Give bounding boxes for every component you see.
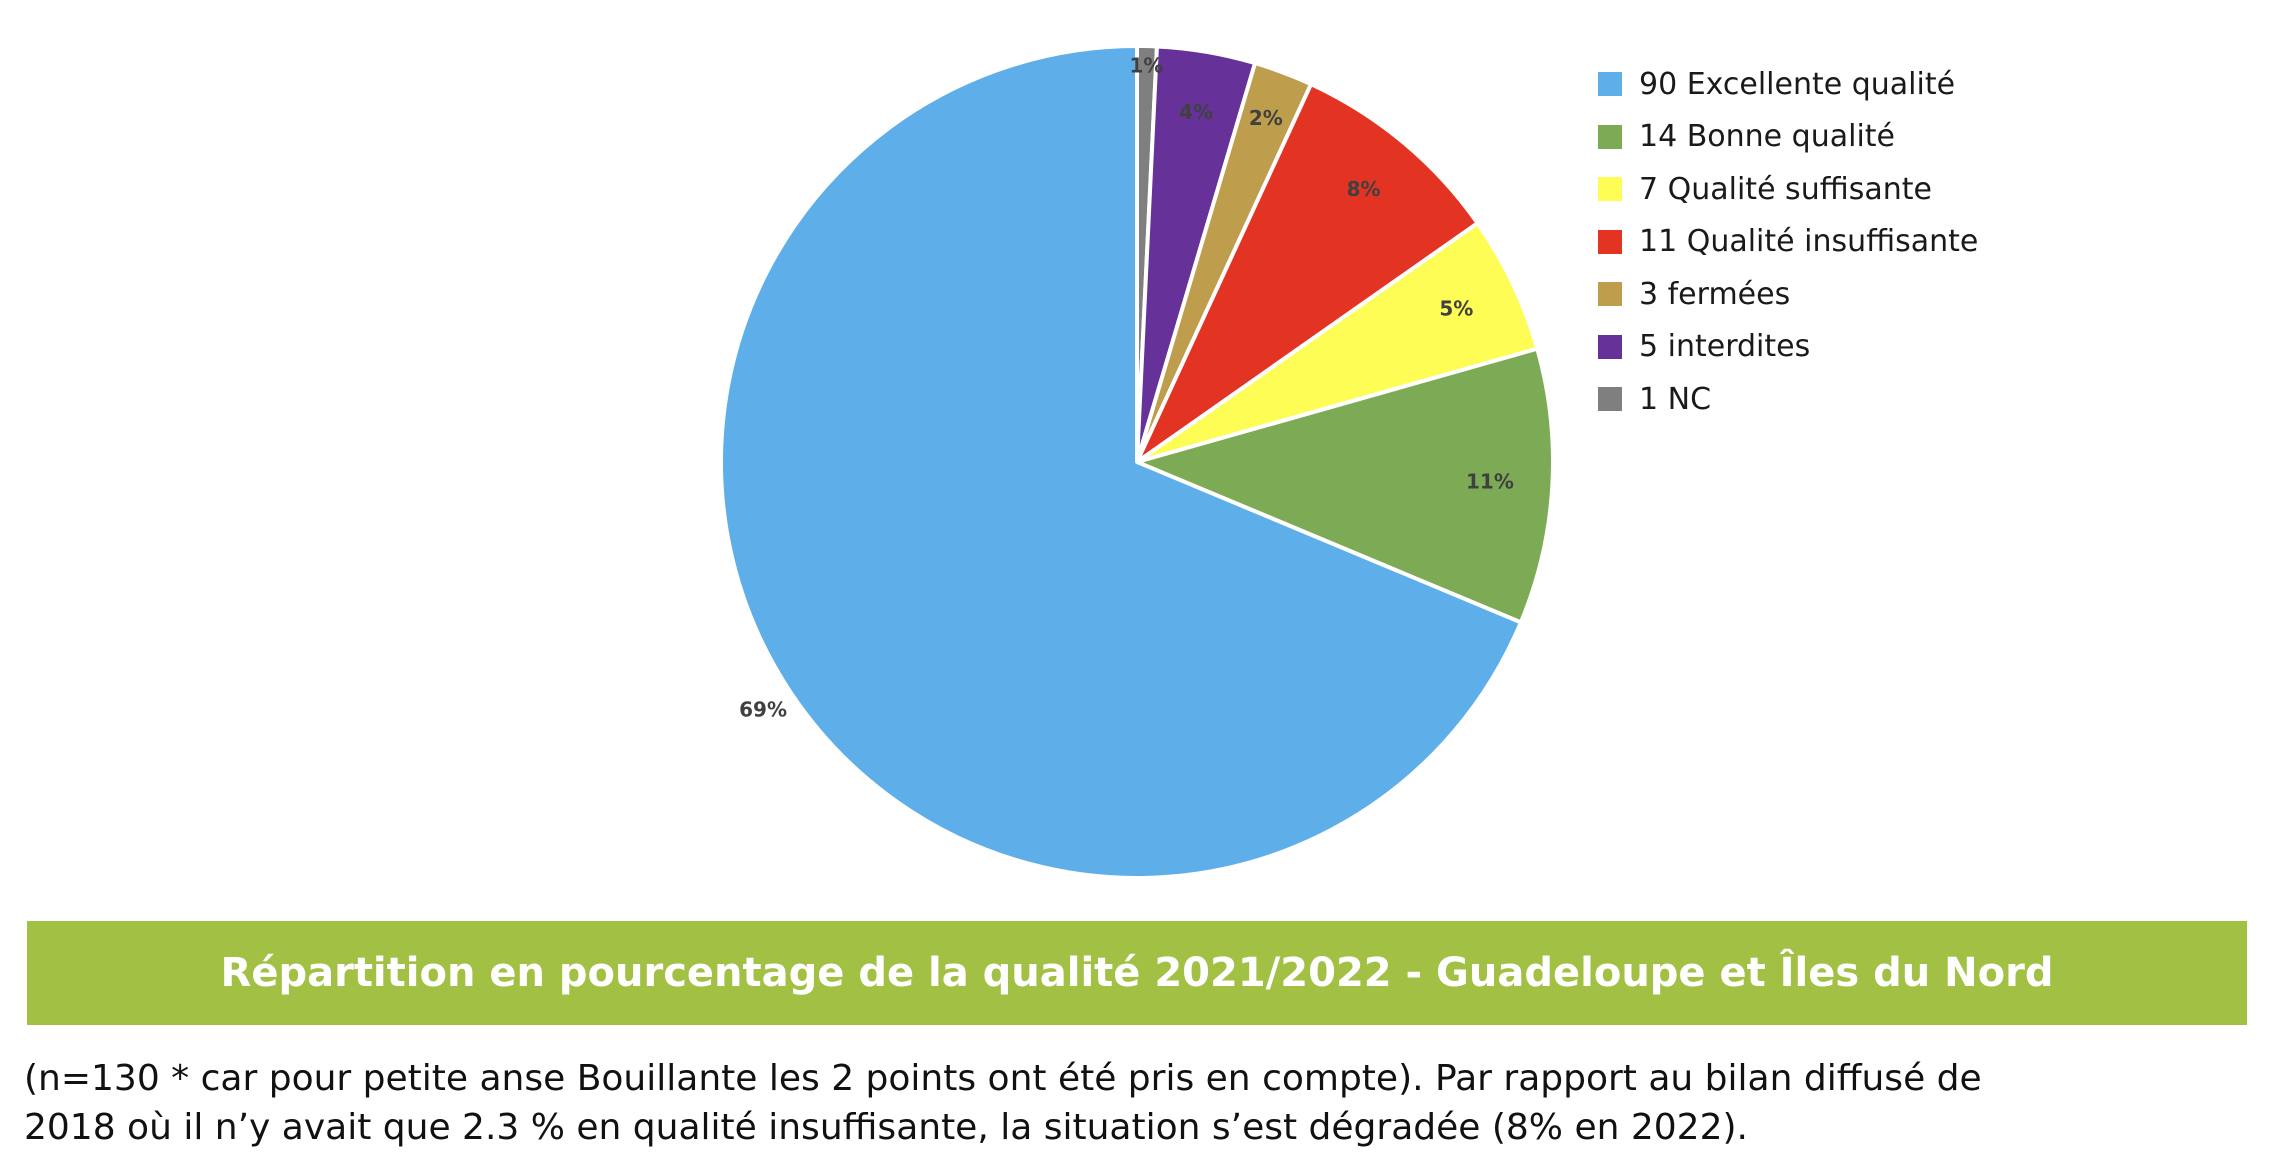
pie-slice-14-bonne-qualite [1135, 346, 1555, 625]
pct-label-7-qualite-suffisante: 5% [1439, 297, 1473, 321]
legend-item-90-excellente-qualite: 90 Excellente qualité [1598, 58, 1978, 111]
pct-label-5-interdites: 4% [1179, 100, 1213, 124]
pct-label-3-fermees: 2% [1249, 106, 1283, 130]
legend-item-5-interdites: 5 interdites [1598, 321, 1978, 374]
legend-label: 90 Excellente qualité [1639, 66, 1956, 102]
legend-swatch [1598, 177, 1622, 202]
legend-item-7-qualite-suffisante: 7 Qualité suffisante [1598, 163, 1978, 216]
pie-slice-11-qualite-insuffisante [1135, 82, 1480, 464]
pct-label-1-nc: 1% [1129, 53, 1163, 77]
percent-labels: 1% 4% 2% 8% 5% 11% 69% [739, 53, 1514, 721]
legend-item-14-bonne-qualite: 14 Bonne qualité [1598, 111, 1978, 164]
legend-label: 3 fermées [1639, 276, 1791, 312]
pie-slices [719, 44, 1555, 880]
legend-item-11-qualite-insuffisante: 11 Qualité insuffisante [1598, 216, 1978, 269]
legend-swatch [1598, 282, 1622, 307]
title-banner: Répartition en pourcentage de la qualité… [27, 921, 2247, 1025]
chart-legend: 90 Excellente qualité 14 Bonne qualité 7 Q… [1598, 58, 1978, 426]
pct-label-90-excellente-qualite: 69% [739, 698, 787, 722]
pct-label-14-bonne-qualite: 11% [1466, 470, 1514, 494]
caption-line-1: (n=130 * car pour petite anse Bouillante… [24, 1058, 1982, 1099]
legend-label: 1 NC [1639, 381, 1712, 417]
legend-swatch [1598, 124, 1622, 149]
pie-slice-90-excellente-qualite [719, 44, 1523, 880]
caption-line-2: 2018 où il n’y avait que 2.3 % en qualit… [24, 1107, 1748, 1148]
chart-title: Répartition en pourcentage de la qualité… [220, 950, 2054, 996]
pie-slice-7-qualite-suffisante [1135, 221, 1540, 464]
legend-swatch [1598, 387, 1622, 412]
legend-item-3-fermees: 3 fermées [1598, 268, 1978, 321]
pct-label-11-qualite-insuffisante: 8% [1347, 177, 1381, 201]
legend-label: 7 Qualité suffisante [1639, 171, 1932, 207]
legend-label: 14 Bonne qualité [1639, 119, 1895, 155]
legend-swatch [1598, 72, 1622, 97]
pie-chart: 1% 4% 2% 8% 5% 11% 69% [719, 44, 1555, 880]
legend-swatch [1598, 334, 1622, 359]
legend-item-1-nc: 1 NC [1598, 373, 1978, 426]
legend-label: 5 interdites [1639, 329, 1811, 365]
legend-swatch [1598, 229, 1622, 254]
legend-label: 11 Qualité insuffisante [1639, 224, 1979, 260]
caption: (n=130 * car pour petite anse Bouillante… [24, 1054, 2244, 1152]
